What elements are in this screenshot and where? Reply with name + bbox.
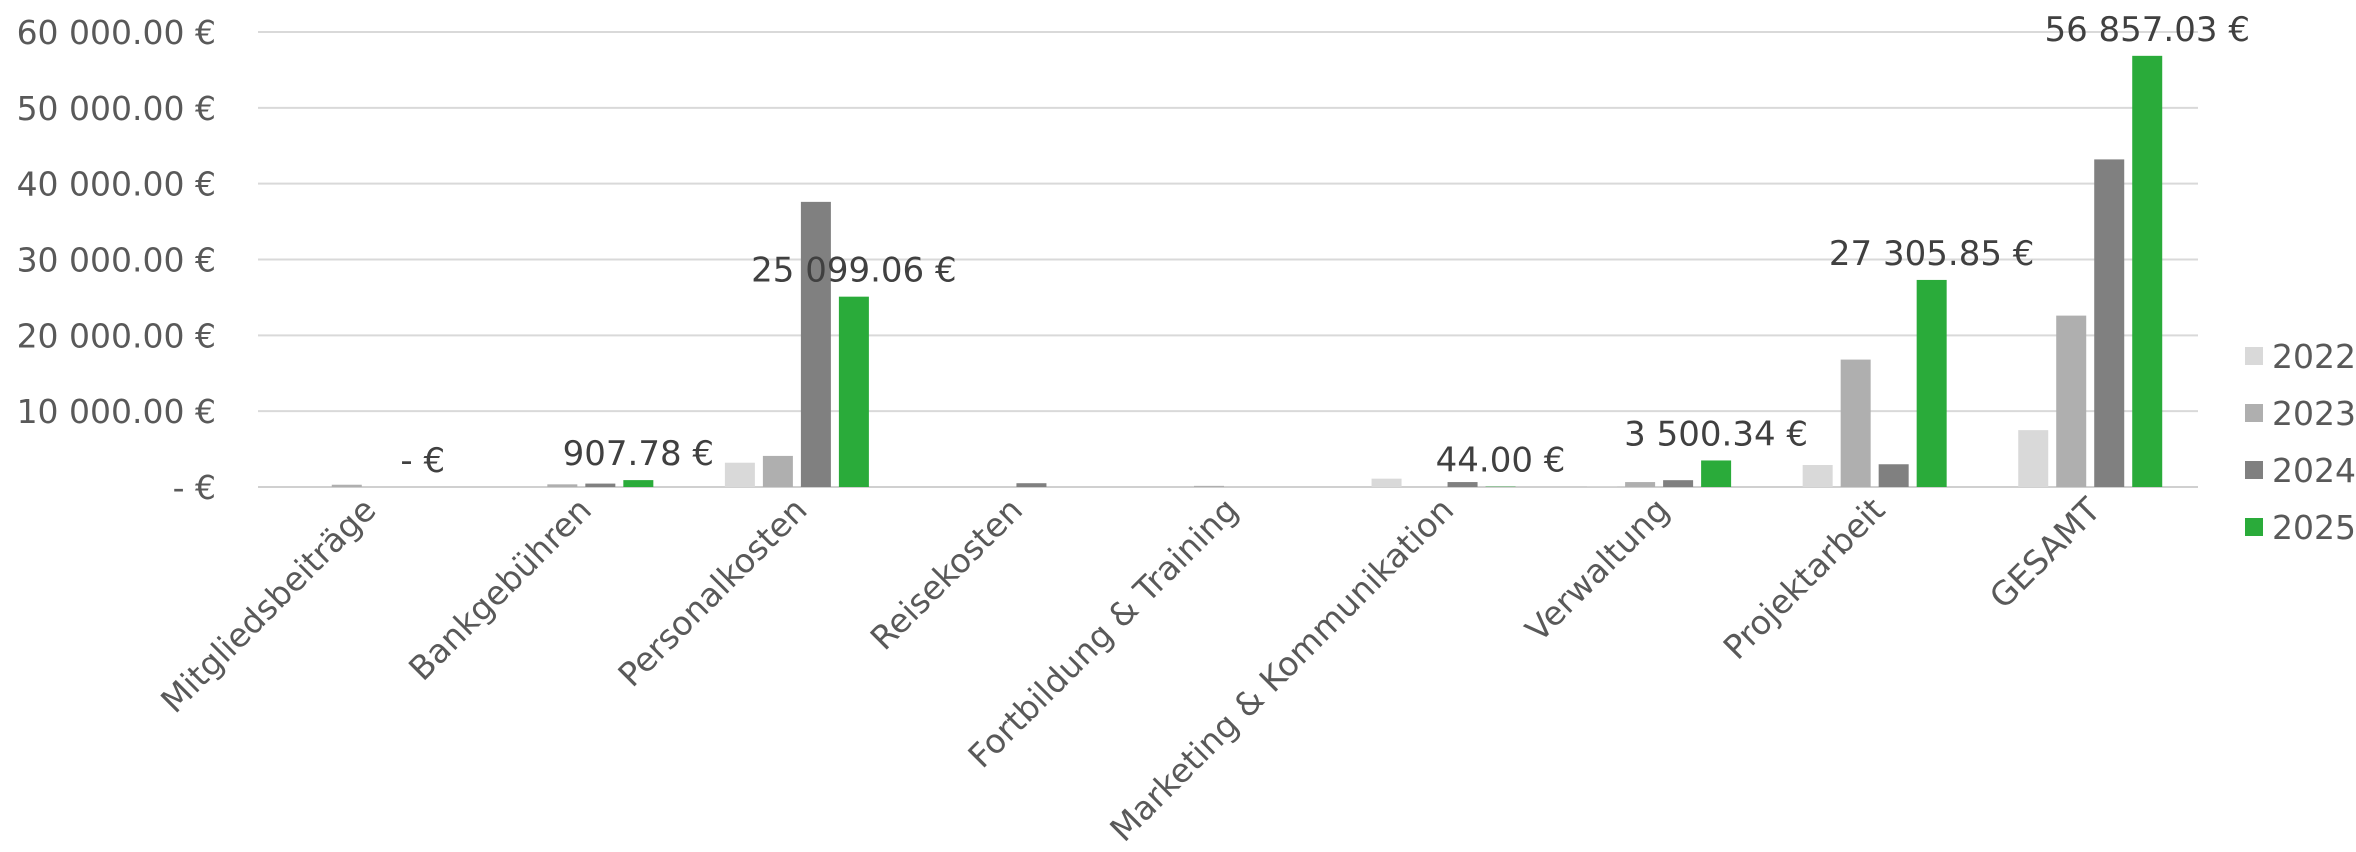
x-tick-label: Reisekosten <box>863 490 1031 658</box>
bar-2025 <box>623 480 654 487</box>
data-label: 56 857.03 € <box>2044 10 2249 50</box>
y-tick-label: 20 000.00 € <box>17 316 216 355</box>
bar-2024 <box>585 483 616 487</box>
y-tick-label: 60 000.00 € <box>17 13 216 52</box>
y-axis: - € 10 000.00 € 20 000.00 € 30 000.00 € 40 0… <box>17 13 216 507</box>
y-tick-label: 40 000.00 € <box>17 165 216 204</box>
bar-2023 <box>1840 359 1871 487</box>
gridlines <box>258 31 2198 488</box>
data-label: 25 099.06 € <box>751 251 956 291</box>
legend-swatch <box>2245 347 2263 365</box>
bar-2022 <box>724 462 755 487</box>
bar-2023 <box>1194 485 1224 487</box>
x-tick-label: Personalkosten <box>610 490 814 694</box>
legend-label: 2024 <box>2272 451 2356 490</box>
x-tick-label: GESAMT <box>1982 489 2109 616</box>
bar-2025 <box>1701 460 1732 487</box>
y-tick-label: 50 000.00 € <box>17 89 216 128</box>
x-tick-label: Mitgliedsbeiträge <box>153 490 383 720</box>
x-tick-label: Projektarbeit <box>1716 490 1893 667</box>
legend-swatch <box>2245 404 2263 422</box>
bar-2023 <box>2056 315 2087 487</box>
bar-2022 <box>1371 478 1402 487</box>
bar-2024 <box>1878 464 1909 487</box>
bar-2023 <box>331 484 362 487</box>
bars <box>331 55 2163 487</box>
bar-2022 <box>1587 486 1618 487</box>
bar-2024 <box>800 201 831 487</box>
data-label: 907.78 € <box>563 434 714 474</box>
legend: 2022 2023 2024 2025 <box>2245 337 2356 547</box>
legend-label: 2022 <box>2272 337 2356 376</box>
bar-2024 <box>2094 159 2125 487</box>
data-label: - € <box>400 441 445 481</box>
bar-2023 <box>762 455 793 487</box>
y-tick-label: - € <box>173 468 216 507</box>
bar-2022 <box>1802 465 1833 487</box>
legend-swatch <box>2245 461 2263 479</box>
data-label: 3 500.34 € <box>1624 414 1808 454</box>
bar-2025 <box>2132 55 2163 487</box>
x-tick-label: Marketing & Kommunikation <box>1102 490 1461 849</box>
bar-2023 <box>547 484 578 487</box>
data-labels: - € 907.78 € 25 099.06 € 44.00 € 3 500.34 € 2… <box>400 10 2250 481</box>
y-tick-label: 10 000.00 € <box>17 392 216 431</box>
data-label: 44.00 € <box>1436 441 1566 481</box>
bar-2025 <box>838 296 869 487</box>
y-tick-label: 30 000.00 € <box>17 241 216 280</box>
bar-2023 <box>1625 482 1656 487</box>
legend-swatch <box>2245 518 2263 536</box>
x-tick-label: Verwaltung <box>1518 490 1677 649</box>
data-label: 27 305.85 € <box>1829 234 2034 274</box>
x-axis: Mitgliedsbeiträge Bankgebühren Personalkos… <box>153 489 2108 849</box>
legend-label: 2025 <box>2272 508 2356 547</box>
bar-2022 <box>2018 430 2049 487</box>
x-tick-label: Bankgebühren <box>401 490 599 688</box>
bar-2024 <box>1663 480 1694 487</box>
bar-2024 <box>1016 483 1047 487</box>
bar-2024 <box>1447 482 1478 487</box>
legend-label: 2023 <box>2272 394 2356 433</box>
bar-2025 <box>1916 279 1947 487</box>
